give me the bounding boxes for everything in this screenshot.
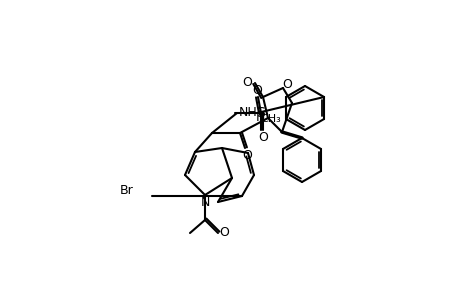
Text: S: S [256,106,265,120]
Text: O: O [241,148,252,161]
Text: O: O [218,226,229,239]
Text: O: O [252,83,261,97]
Text: Br: Br [120,184,134,196]
Text: NH: NH [239,106,257,118]
Text: N: N [255,110,264,124]
Text: O: O [241,76,252,88]
Text: N: N [200,196,209,209]
Text: O: O [281,77,291,91]
Text: O: O [257,130,267,143]
Text: CH₃: CH₃ [260,114,280,124]
